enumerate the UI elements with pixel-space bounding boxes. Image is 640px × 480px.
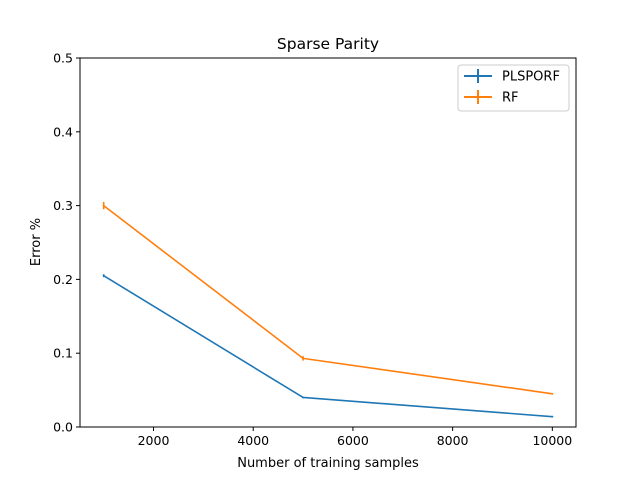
series-plsporf xyxy=(102,274,554,418)
y-tick-label: 0.4 xyxy=(53,124,73,139)
legend-label-plsporf: PLSPORF xyxy=(502,70,560,85)
y-tick-label: 0.0 xyxy=(53,420,73,435)
legend: PLSPORF RF xyxy=(457,64,570,112)
y-tick-label: 0.5 xyxy=(53,51,73,66)
legend-entry-rf: RF xyxy=(464,90,519,106)
x-tick-label: 10000 xyxy=(532,433,572,448)
data-point-plsporf xyxy=(102,274,105,277)
series-rf xyxy=(102,201,554,395)
y-axis-label: Error % xyxy=(29,218,44,266)
x-tick-label: 2000 xyxy=(138,433,170,448)
data-point-rf xyxy=(551,392,554,395)
x-tick-label: 4000 xyxy=(237,433,269,448)
series-layer xyxy=(102,201,554,418)
x-axis-ticks: 2000 4000 6000 8000 10000 xyxy=(138,427,572,448)
data-point-plsporf xyxy=(302,396,304,399)
y-tick-label: 0.1 xyxy=(53,346,73,361)
plot-area xyxy=(80,58,576,427)
data-point-rf xyxy=(102,204,105,207)
x-tick-label: 8000 xyxy=(437,433,469,448)
x-axis-label: Number of training samples xyxy=(237,456,419,471)
y-tick-label: 0.2 xyxy=(53,272,73,287)
plot-frame xyxy=(79,57,577,428)
legend-entry-plsporf: PLSPORF xyxy=(464,69,560,85)
chart-title: Sparse Parity xyxy=(277,35,379,53)
data-point-rf xyxy=(302,357,304,360)
legend-label-rf: RF xyxy=(502,91,519,106)
x-tick-label: 6000 xyxy=(337,433,369,448)
y-axis-ticks: 0.0 0.1 0.2 0.3 0.4 0.5 xyxy=(53,51,80,435)
data-point-plsporf xyxy=(551,415,554,418)
y-tick-label: 0.3 xyxy=(53,198,73,213)
